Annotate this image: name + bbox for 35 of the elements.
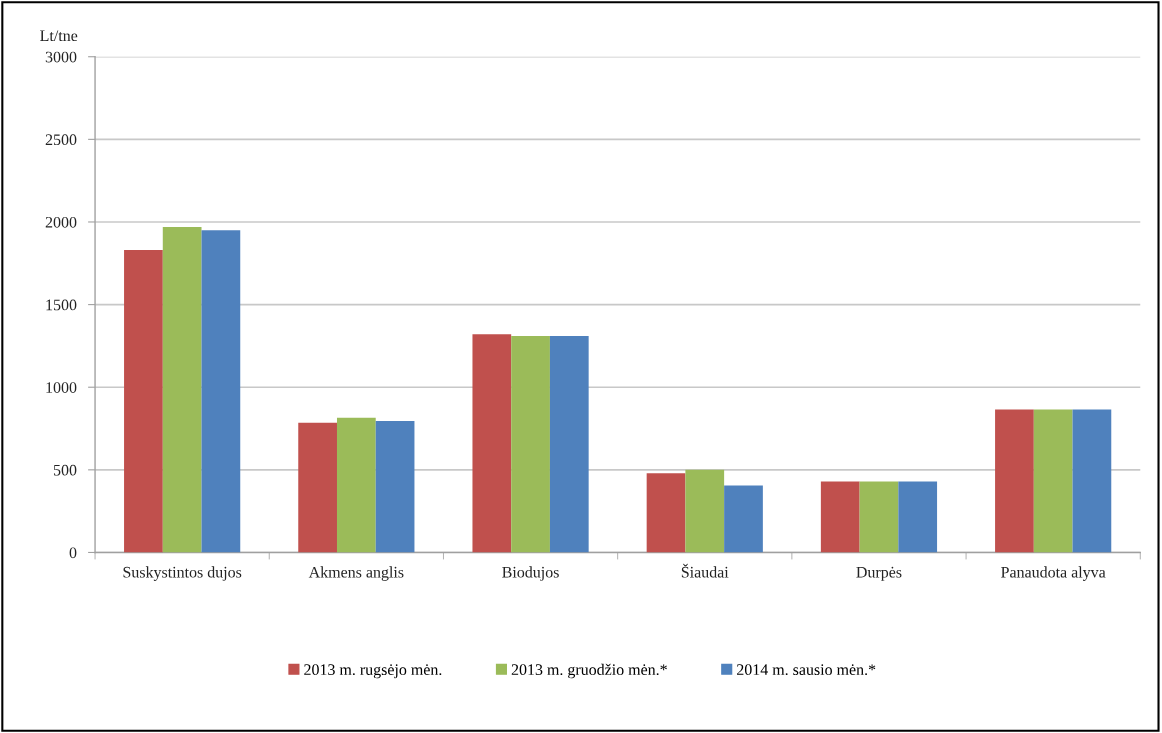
bar	[859, 481, 899, 553]
y-tick-label: 3000	[45, 51, 77, 63]
bar	[1033, 409, 1073, 553]
y-tick-label: 500	[53, 464, 77, 476]
bar	[162, 226, 202, 553]
bar	[298, 422, 337, 553]
legend-label: 2014 m. sausio mėn.*	[737, 664, 876, 676]
bar	[820, 481, 860, 553]
bar	[549, 335, 589, 553]
bar	[1072, 409, 1112, 553]
bar	[995, 409, 1034, 553]
x-tick-label: Suskystintos dujos	[123, 566, 242, 581]
y-tick-label: 1500	[46, 299, 77, 311]
x-tick-label: Šiaudai	[681, 563, 729, 578]
y-tick-label: 1000	[46, 382, 77, 393]
y-tick-label: 0	[69, 547, 77, 559]
bar	[511, 335, 550, 553]
bar	[201, 230, 241, 553]
bar	[336, 417, 376, 553]
legend-label: 2013 m. rugsėjo mėn.	[304, 664, 442, 679]
y-axis-title: Lt/tne	[40, 30, 78, 42]
y-tick-label: 2000	[45, 216, 77, 228]
bar	[472, 334, 512, 553]
legend-label: 2013 m. gruodžio mėn.*	[511, 663, 667, 679]
bar	[898, 481, 938, 553]
x-tick-label: Biodujos	[502, 566, 559, 581]
bar	[646, 473, 686, 553]
y-tick-label: 2500	[45, 134, 77, 146]
bar	[685, 469, 725, 553]
bar	[724, 485, 763, 553]
bar	[124, 250, 163, 553]
x-tick-label: Panaudota alyva	[1001, 566, 1106, 581]
x-tick-label: Akmens anglis	[308, 566, 404, 581]
bar	[375, 421, 415, 553]
x-tick-label: Durpės	[856, 566, 902, 581]
